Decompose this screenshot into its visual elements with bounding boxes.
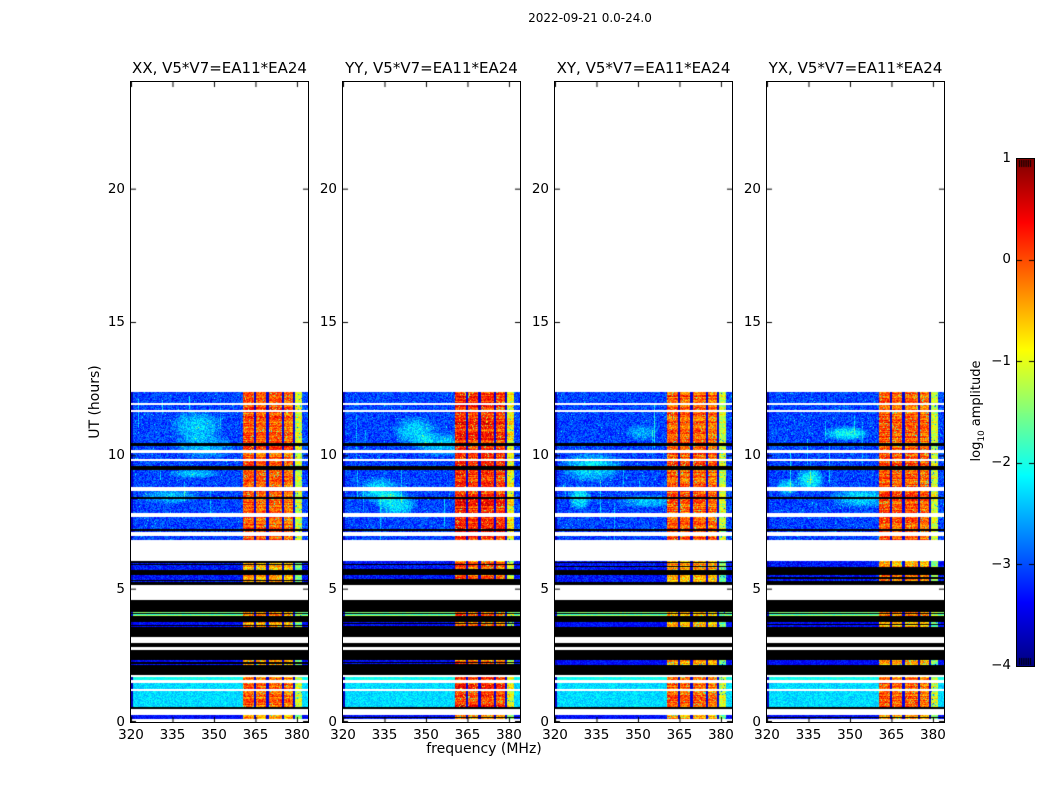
- spectrogram-canvas-yy: [343, 82, 520, 722]
- y-tick-label: 0: [116, 714, 125, 730]
- y-tick-label: 15: [531, 314, 549, 330]
- colorbar-tick-label: −4: [991, 657, 1011, 673]
- spectrogram-canvas-xx: [131, 82, 308, 722]
- y-tick-label: 10: [107, 447, 125, 464]
- x-tick-label: 320: [542, 727, 568, 743]
- colorbar-canvas: [1017, 159, 1034, 666]
- y-tick-label: 5: [116, 580, 125, 597]
- x-tick-label: 365: [454, 727, 481, 743]
- y-tick-label: 20: [107, 180, 125, 197]
- x-tick-label: 380: [708, 727, 734, 743]
- x-tick-label: 320: [754, 727, 780, 743]
- colorbar-tick-label: −3: [991, 555, 1011, 572]
- x-tick-label: 350: [201, 727, 227, 743]
- y-tick-label: 5: [540, 580, 549, 597]
- x-tick-label: 380: [920, 727, 946, 743]
- x-tick-label: 335: [795, 727, 822, 743]
- panel-title-yx: YX, V5*V7=EA11*EA24: [768, 59, 943, 77]
- x-tick-label: 350: [625, 727, 651, 743]
- y-tick-label: 5: [328, 580, 337, 597]
- y-tick-label: 0: [328, 714, 337, 730]
- y-tick-label: 10: [319, 447, 337, 464]
- y-tick-label: 0: [752, 714, 761, 730]
- colorbar-tick-label: −1: [991, 352, 1011, 369]
- spectrogram-canvas-yx: [767, 82, 944, 722]
- y-tick-label: 15: [319, 314, 337, 330]
- panel-title-xy: XY, V5*V7=EA11*EA24: [556, 59, 731, 77]
- y-tick-label: 0: [540, 714, 549, 730]
- x-tick-label: 320: [330, 727, 356, 743]
- x-tick-label: 350: [837, 727, 863, 743]
- colorbar-label: log10 amplitude: [969, 361, 987, 462]
- x-tick-label: 380: [284, 727, 310, 743]
- spectrogram-panel-yx: YX, V5*V7=EA11*EA24: [766, 59, 945, 723]
- y-tick-label: 20: [743, 180, 761, 197]
- x-axis-label: frequency (MHz): [426, 741, 542, 757]
- y-tick-label: 10: [531, 447, 549, 464]
- colorbar-label-subscript: 10: [976, 430, 987, 442]
- colorbar: [1016, 158, 1035, 667]
- colorbar-tick-label: 1: [1002, 150, 1011, 166]
- y-tick-label: 20: [319, 180, 337, 197]
- colorbar-tick-label: 0: [1002, 251, 1011, 268]
- spectrogram-panel-xx: XX, V5*V7=EA11*EA24: [130, 59, 309, 723]
- y-axis-label: UT (hours): [87, 365, 103, 439]
- panel-title-xx: XX, V5*V7=EA11*EA24: [132, 59, 307, 77]
- x-tick-label: 335: [159, 727, 186, 743]
- x-tick-label: 365: [878, 727, 905, 743]
- x-tick-label: 380: [496, 727, 522, 743]
- y-tick-label: 20: [531, 180, 549, 197]
- y-tick-label: 10: [743, 447, 761, 464]
- y-tick-label: 15: [107, 314, 125, 330]
- y-tick-label: 15: [743, 314, 761, 330]
- x-tick-label: 350: [413, 727, 439, 743]
- spectrogram-canvas-xy: [555, 82, 732, 722]
- colorbar-label-suffix: amplitude: [969, 360, 985, 427]
- x-tick-label: 365: [666, 727, 693, 743]
- x-tick-label: 320: [118, 727, 144, 743]
- spectrogram-panel-xy: XY, V5*V7=EA11*EA24: [554, 59, 733, 723]
- colorbar-tick-label: −2: [991, 454, 1011, 471]
- x-tick-label: 365: [242, 727, 269, 743]
- colorbar-label-prefix: log: [969, 441, 985, 462]
- figure-title: 2022-09-21 0.0-24.0: [528, 11, 652, 25]
- x-tick-label: 335: [583, 727, 610, 743]
- panel-title-yy: YY, V5*V7=EA11*EA24: [345, 59, 518, 77]
- y-tick-label: 5: [752, 580, 761, 597]
- x-tick-label: 335: [371, 727, 398, 743]
- spectrogram-panel-yy: YY, V5*V7=EA11*EA24: [342, 59, 521, 723]
